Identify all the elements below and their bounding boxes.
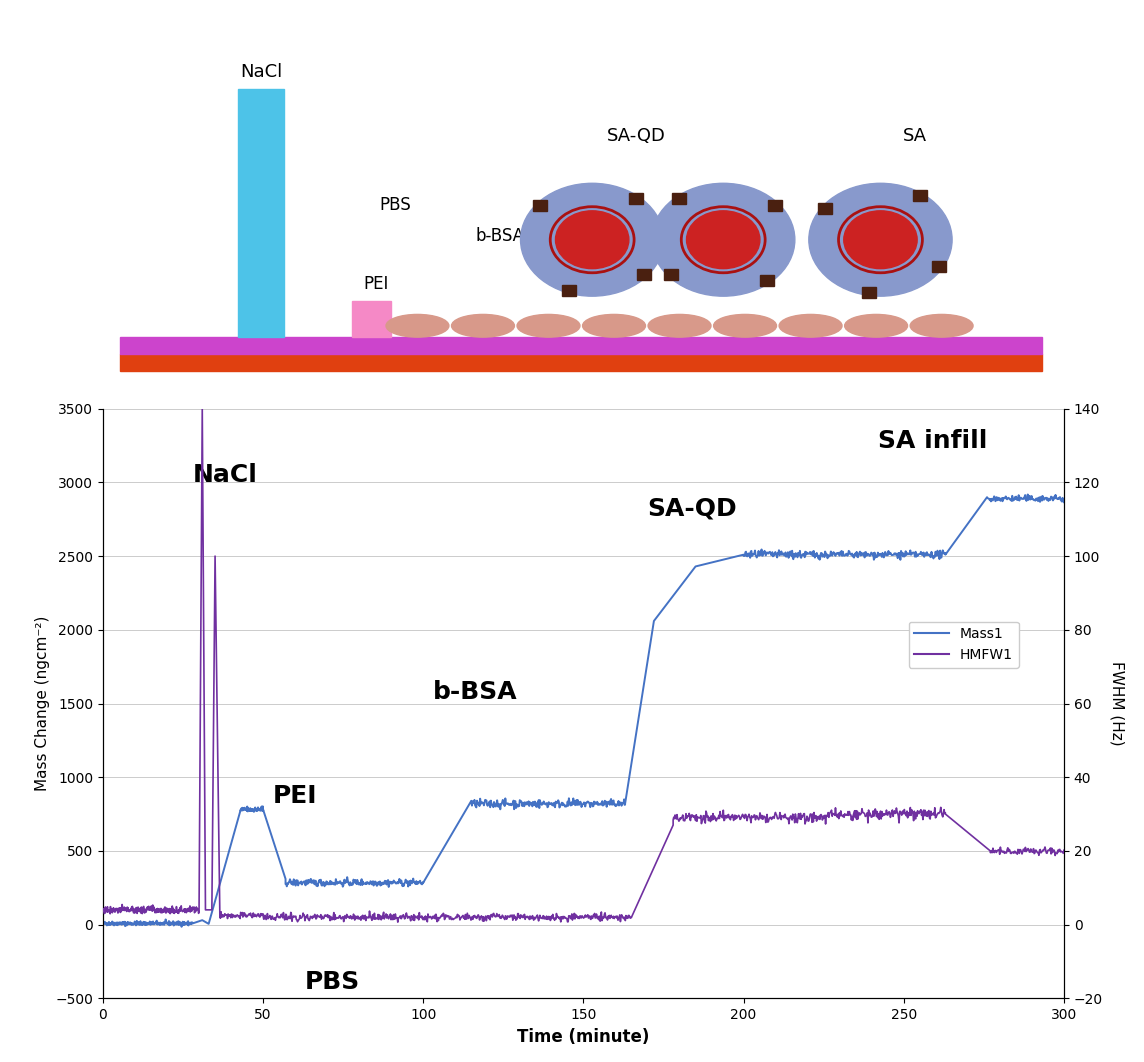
Text: SA: SA <box>904 127 928 145</box>
HMFW1 <box>1057 844 1071 857</box>
Mass1 <box>824 549 837 562</box>
Circle shape <box>652 184 795 296</box>
Bar <box>562 285 575 295</box>
Text: PEI: PEI <box>364 275 389 293</box>
Mass1 <box>175 921 189 933</box>
HMFW1 <box>596 912 610 925</box>
Bar <box>673 193 686 204</box>
Legend: Mass1, HMFW1: Mass1, HMFW1 <box>908 621 1018 668</box>
Bar <box>861 287 875 298</box>
Bar <box>352 301 391 337</box>
Text: NaCl: NaCl <box>240 63 283 81</box>
X-axis label: Time (minute): Time (minute) <box>517 1028 650 1046</box>
HMFW1 <box>516 909 530 922</box>
Y-axis label: FWHM (Hz): FWHM (Hz) <box>1110 662 1125 746</box>
HMFW1 <box>172 907 185 920</box>
Circle shape <box>686 211 760 269</box>
Mass1 <box>256 803 270 816</box>
Ellipse shape <box>649 314 710 337</box>
Mass1 <box>209 890 223 903</box>
Text: SA infill: SA infill <box>879 429 987 453</box>
Bar <box>629 193 643 204</box>
Bar <box>818 204 832 215</box>
Mass1 <box>421 868 435 880</box>
Bar <box>664 269 678 279</box>
Text: PBS: PBS <box>380 196 412 215</box>
Ellipse shape <box>517 314 580 337</box>
Y-axis label: Mass Change (ngcm⁻²): Mass Change (ngcm⁻²) <box>34 616 50 791</box>
Text: b-BSA: b-BSA <box>476 227 525 245</box>
HMFW1 <box>843 808 857 821</box>
Line: HMFW1: HMFW1 <box>103 409 1064 922</box>
Text: PEI: PEI <box>272 785 317 808</box>
Circle shape <box>556 211 629 269</box>
Mass1 <box>1020 489 1034 501</box>
Ellipse shape <box>582 314 645 337</box>
Circle shape <box>844 211 917 269</box>
Text: SA-QD: SA-QD <box>648 497 737 521</box>
Text: NaCl: NaCl <box>192 463 257 487</box>
Text: b-BSA: b-BSA <box>432 680 517 704</box>
Mass1 <box>595 794 609 807</box>
Bar <box>238 89 284 337</box>
Bar <box>120 354 1042 372</box>
Ellipse shape <box>714 314 777 337</box>
HMFW1 <box>96 903 110 915</box>
HMFW1 <box>196 402 209 415</box>
Bar <box>769 200 782 210</box>
Ellipse shape <box>911 314 974 337</box>
Mass1 <box>96 917 110 929</box>
Mass1 <box>1057 496 1071 509</box>
Bar <box>533 200 547 210</box>
Bar <box>932 261 946 272</box>
Text: PBS: PBS <box>304 970 360 994</box>
Bar <box>913 190 927 202</box>
Mass1 <box>337 873 351 886</box>
Ellipse shape <box>452 314 515 337</box>
Text: SA-QD: SA-QD <box>606 127 666 145</box>
HMFW1 <box>381 908 395 921</box>
Bar <box>120 337 1042 354</box>
Bar <box>637 269 651 279</box>
Ellipse shape <box>386 314 448 337</box>
Ellipse shape <box>844 314 907 337</box>
Circle shape <box>521 184 664 296</box>
HMFW1 <box>197 546 210 559</box>
Line: Mass1: Mass1 <box>103 495 1064 927</box>
HMFW1 <box>391 915 405 928</box>
Circle shape <box>809 184 952 296</box>
Ellipse shape <box>779 314 842 337</box>
Bar <box>760 275 774 287</box>
